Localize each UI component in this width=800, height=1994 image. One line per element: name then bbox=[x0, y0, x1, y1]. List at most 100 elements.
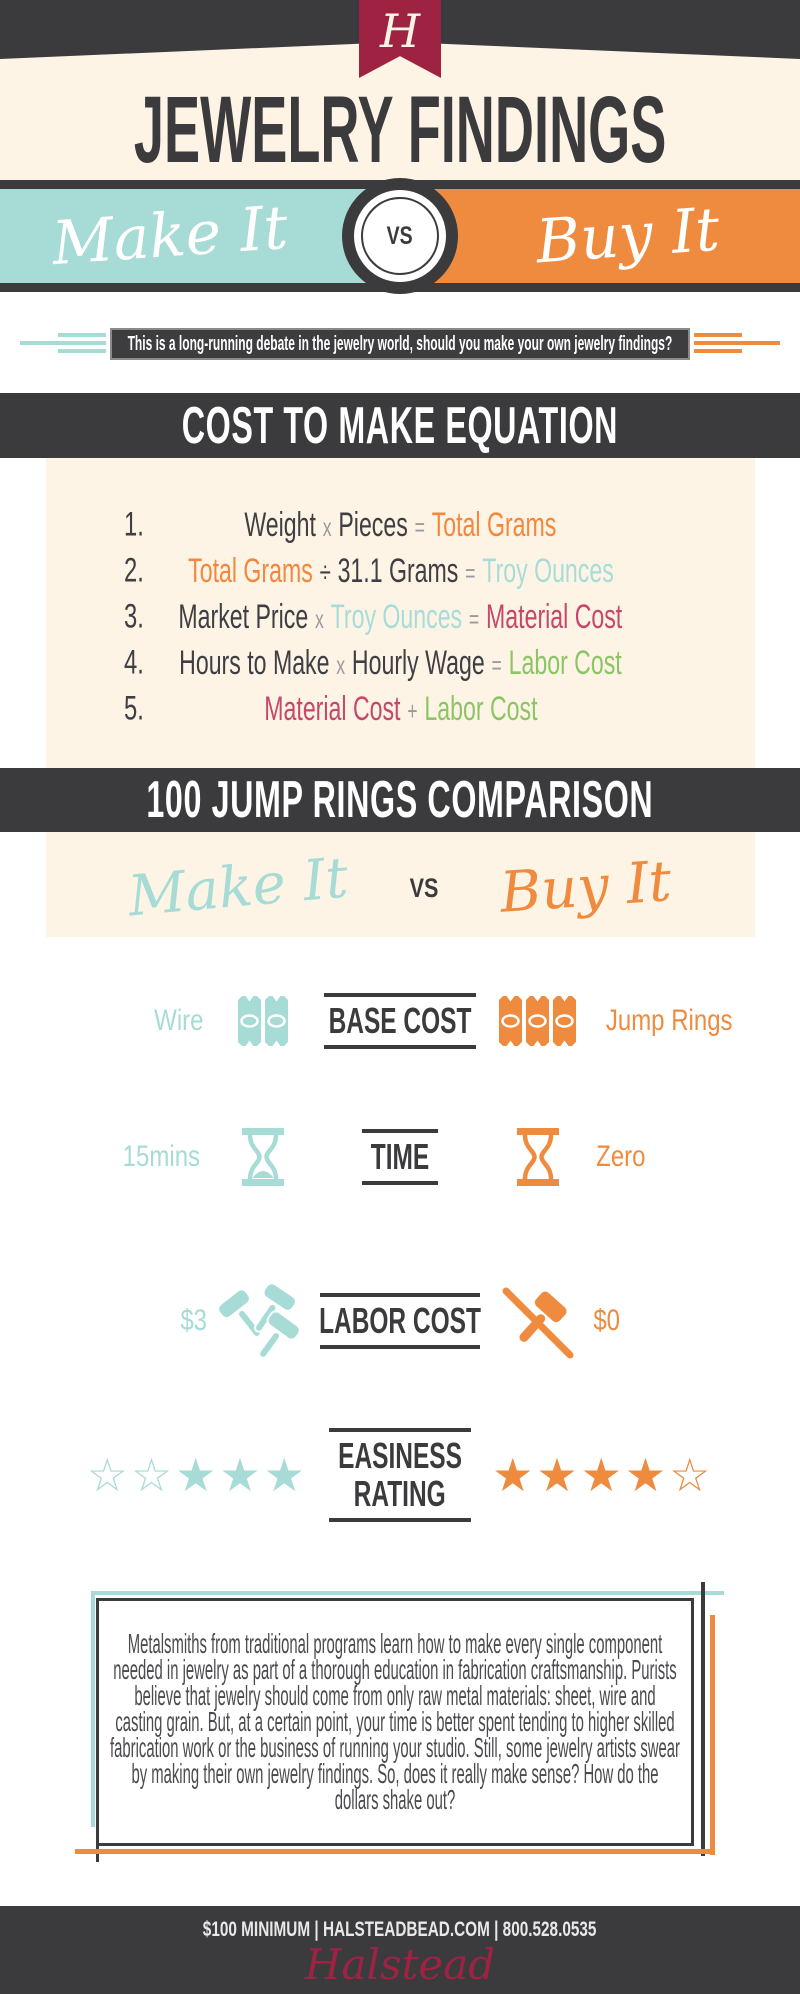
star-rating-make: ☆☆★★★ bbox=[86, 1447, 308, 1502]
intro-decor-left bbox=[18, 333, 106, 353]
vs-circle-inner: VS bbox=[354, 190, 446, 282]
category-text: EASINESS bbox=[338, 1435, 462, 1476]
equation-number: 5. bbox=[124, 689, 144, 728]
no-labor-gavel-icon bbox=[502, 1287, 573, 1359]
money-icon bbox=[499, 996, 522, 1046]
buy-it-script: Buy It bbox=[533, 194, 722, 278]
gavel-cluster-icon bbox=[216, 1282, 301, 1359]
comparison-versus-row: Make It VS Buy It bbox=[0, 838, 800, 938]
equation-term: Material Cost bbox=[263, 689, 401, 728]
comparison-section-title-bar: 100 JUMP RINGS COMPARISON bbox=[0, 768, 800, 832]
vs-circle: VS bbox=[342, 178, 458, 294]
comparison-row-base-cost: Wire BASE COST Jump Rings bbox=[0, 988, 800, 1054]
category-text: RATING bbox=[353, 1472, 447, 1514]
decor-line bbox=[694, 349, 742, 353]
gavel-cluster-icon bbox=[211, 1277, 315, 1365]
equation-row-4: 4. Hours to Make x Hourly Wage = Labor Cost bbox=[46, 640, 755, 686]
footer-logo-script: Halstead bbox=[304, 1940, 496, 1989]
note-accent-orange-bottom bbox=[75, 1849, 712, 1854]
equation-operator: = bbox=[469, 603, 480, 634]
comparison-section-title: 100 JUMP RINGS COMPARISON bbox=[146, 771, 654, 829]
buy-it-script-small: Buy It bbox=[498, 849, 674, 926]
vs-label-small: VS bbox=[410, 872, 439, 903]
decor-line bbox=[58, 333, 106, 337]
page-title: JEWELRY FINDINGS bbox=[133, 76, 667, 183]
equation-expression: Market Price x Troy Ounces = Material Cost bbox=[174, 598, 627, 637]
equation-number: 3. bbox=[124, 597, 144, 636]
note-text: Metalsmiths from traditional programs le… bbox=[110, 1628, 680, 1815]
make-value-labor-cost: $3 bbox=[179, 1304, 207, 1337]
hourglass-icon-make bbox=[240, 1127, 286, 1187]
equation-section-title-bar: COST TO MAKE EQUATION bbox=[0, 393, 800, 458]
equation-expression: Hours to Make x Hourly Wage = Labor Cost bbox=[174, 644, 626, 683]
equation-operator: = bbox=[464, 557, 476, 588]
note-accent-teal-top bbox=[91, 1591, 724, 1595]
brand-ribbon: H bbox=[359, 0, 441, 78]
equation-term: Hours to Make bbox=[179, 643, 330, 682]
category-text: BASE COST bbox=[328, 1000, 472, 1042]
equation-result: Total Grams bbox=[431, 505, 557, 544]
star-rating-buy: ★★★★☆ bbox=[492, 1447, 714, 1502]
intro-text: This is a long-running debate in the jew… bbox=[127, 332, 673, 355]
buy-value-base-cost: Jump Rings bbox=[605, 1004, 733, 1037]
equation-operator: x bbox=[336, 649, 346, 680]
equation-term: Troy Ounces bbox=[330, 597, 463, 636]
make-it-script: Make It bbox=[49, 192, 291, 280]
category-label-time: TIME bbox=[362, 1129, 438, 1185]
versus-make-half: Make It bbox=[0, 189, 400, 283]
equation-row-3: 3. Market Price x Troy Ounces = Material Cos… bbox=[46, 594, 755, 640]
equation-operator: x bbox=[315, 603, 324, 634]
money-icon bbox=[553, 996, 576, 1046]
equation-term: Market Price bbox=[178, 597, 309, 636]
comparison-row-easiness-rating: ☆☆★★★ EASINESS RATING ★★★★☆ bbox=[0, 1428, 800, 1522]
money-icon bbox=[526, 996, 549, 1046]
category-text: LABOR COST bbox=[319, 1300, 481, 1342]
note-accent-dark-left-stub bbox=[96, 1846, 99, 1862]
note-accent-dark-right bbox=[701, 1582, 705, 1856]
equation-row-5: 5. Material Cost + Labor Cost bbox=[46, 686, 755, 732]
footer-bar: $100 MINIMUM | HALSTEADBEAD.COM | 800.52… bbox=[0, 1906, 800, 1994]
hero-section: JEWELRY FINDINGS bbox=[0, 42, 800, 188]
decor-line bbox=[694, 333, 742, 337]
equation-term: 31.1 Grams bbox=[337, 551, 458, 590]
intro-bar: This is a long-running debate in the jew… bbox=[110, 328, 690, 360]
money-icon bbox=[237, 996, 261, 1046]
equation-result: Material Cost bbox=[486, 597, 623, 636]
money-icon bbox=[264, 996, 288, 1046]
equation-expression: Total Grams ÷ 31.1 Grams = Troy Ounces bbox=[183, 552, 618, 591]
equation-operator: x bbox=[322, 511, 332, 542]
versus-banner: Make It Buy It bbox=[0, 180, 800, 292]
vs-circle-ring: VS bbox=[361, 197, 439, 275]
equation-list: 1. Weight x Pieces = Total Grams 2. Total Gr… bbox=[46, 502, 755, 732]
vs-label: VS bbox=[386, 221, 414, 250]
equation-term: Hourly Wage bbox=[351, 643, 485, 682]
decor-line bbox=[58, 349, 106, 353]
decor-line bbox=[20, 341, 106, 345]
note-box: Metalsmiths from traditional programs le… bbox=[96, 1598, 694, 1846]
equation-operator: + bbox=[406, 695, 418, 726]
equation-number: 2. bbox=[124, 551, 144, 590]
footer-contact-info: $100 MINIMUM | HALSTEADBEAD.COM | 800.52… bbox=[203, 1918, 597, 1941]
equation-operator: = bbox=[414, 511, 426, 542]
comparison-row-time: 15mins TIME Zero bbox=[0, 1122, 800, 1192]
category-label-easiness-rating: EASINESS RATING bbox=[329, 1428, 471, 1522]
equation-result: Troy Ounces bbox=[481, 551, 614, 590]
intro-decor-right bbox=[694, 333, 782, 353]
make-it-script-small: Make It bbox=[125, 845, 351, 930]
note-accent-teal-left bbox=[91, 1591, 95, 1827]
brand-monogram-icon: H bbox=[379, 4, 421, 58]
equation-section-title: COST TO MAKE EQUATION bbox=[181, 396, 619, 455]
make-value-base-cost: Wire bbox=[154, 1004, 204, 1037]
equation-panel: 1. Weight x Pieces = Total Grams 2. Total Gr… bbox=[46, 458, 755, 937]
equation-number: 4. bbox=[124, 643, 144, 682]
note-accent-orange-right bbox=[710, 1615, 715, 1855]
hourglass-icon bbox=[516, 1128, 559, 1186]
equation-term: Pieces bbox=[338, 505, 408, 544]
money-icons-make bbox=[237, 996, 288, 1046]
category-label-labor-cost: LABOR COST bbox=[319, 1293, 481, 1349]
no-labor-gavel-icon bbox=[500, 1281, 576, 1361]
equation-operator: ÷ bbox=[319, 555, 331, 589]
buy-value-labor-cost: $0 bbox=[593, 1304, 621, 1337]
comparison-row-labor-cost: $3 LABOR COST $0 bbox=[0, 1276, 800, 1366]
